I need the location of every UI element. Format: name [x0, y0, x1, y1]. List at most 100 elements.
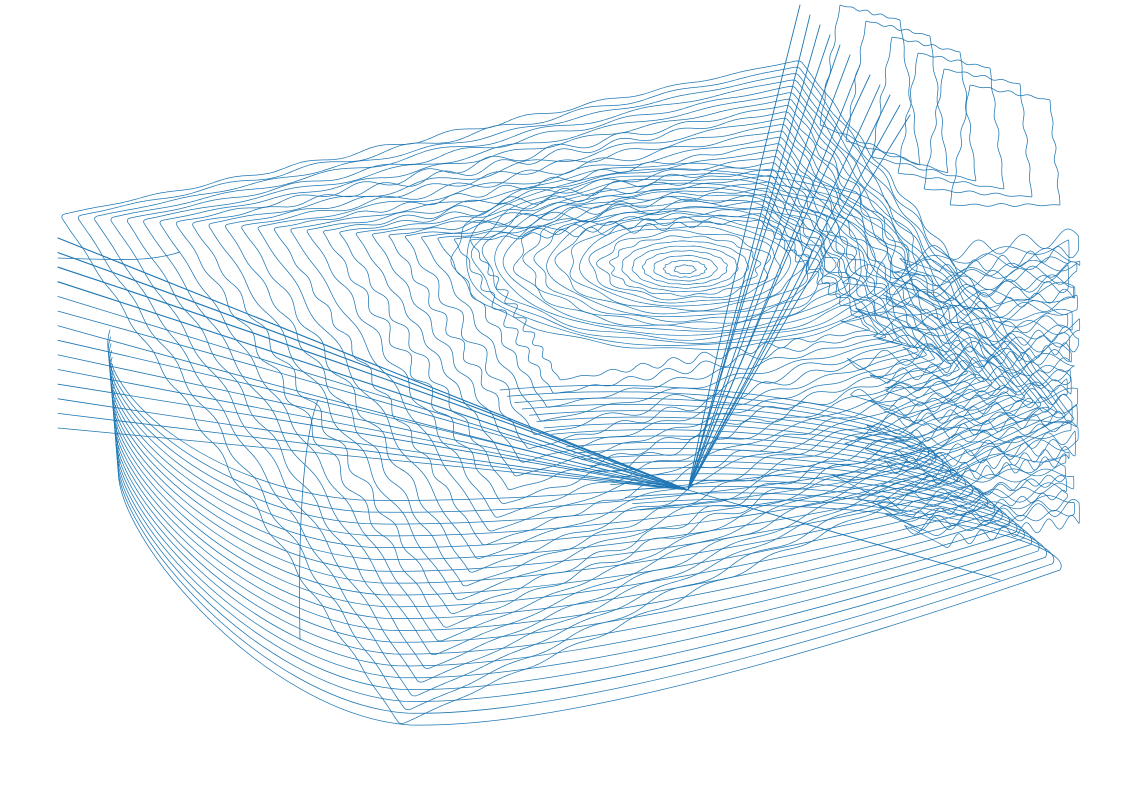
contour-loop [112, 391, 988, 608]
scribble-contour [869, 342, 1072, 391]
contour-loop [110, 370, 966, 572]
vertical-stroke [299, 399, 319, 641]
inner-contour-rings [450, 162, 918, 351]
ray-line [687, 4, 801, 491]
scribble-contour [855, 404, 1078, 450]
contour-loop [116, 445, 1047, 702]
contour-loop [257, 136, 976, 559]
contour-loop [117, 459, 1062, 726]
scribble-contour [846, 332, 1070, 384]
ray-line [687, 14, 811, 491]
scribble-contour [873, 300, 1069, 348]
contour-loop [116, 439, 1040, 690]
contour-loop [290, 149, 960, 532]
contour-loop [115, 432, 1033, 679]
inner-ring [546, 207, 824, 318]
ray-line [57, 266, 689, 491]
ray-line [687, 94, 891, 491]
contour-loop [108, 336, 929, 513]
scribble-contour [850, 369, 1072, 416]
ray-line [687, 54, 851, 491]
inner-ring [588, 225, 782, 304]
upper-right-loop [871, 36, 977, 182]
contour-loop [192, 111, 1009, 614]
contour-loop [110, 79, 1050, 683]
scribble-contour [868, 378, 1068, 424]
inner-ring [533, 200, 837, 323]
contour-loop [159, 98, 1025, 642]
scribble-contour [844, 419, 1072, 456]
inner-ring [554, 210, 812, 315]
contour-loop [107, 329, 922, 501]
ray-line [57, 383, 689, 491]
upper-right-loop [897, 52, 1005, 190]
inner-ring [470, 173, 896, 344]
scribble-contour [882, 274, 1076, 320]
contour-loop [372, 181, 919, 463]
contour-loop [113, 404, 1003, 631]
ray-line [57, 310, 689, 491]
scribble-contour [840, 294, 1078, 336]
inner-ring [609, 235, 762, 297]
left-stroke [57, 251, 181, 261]
ray-line [57, 339, 689, 491]
stray-strokes [57, 251, 1001, 641]
ray-line [687, 84, 881, 491]
scribble-contour [885, 495, 1075, 536]
contour-loop [77, 66, 1066, 710]
contour-loop [114, 411, 1011, 643]
inner-ring [621, 240, 750, 293]
inner-ring [662, 259, 708, 278]
contour-loop [355, 175, 927, 477]
inner-ring [641, 250, 728, 286]
scribble-contour [900, 264, 1069, 311]
diagonal-stroke [687, 489, 1001, 581]
scribble-contour [866, 394, 1073, 443]
upper-right-loop [923, 68, 1033, 198]
contour-loop [114, 418, 1018, 655]
outer-contour-loops [61, 60, 1074, 726]
inner-ring [494, 182, 876, 336]
inner-ring [579, 221, 791, 307]
contour-loop [388, 187, 911, 449]
contour-loop [110, 363, 959, 560]
upper-ray-bundle [687, 4, 911, 491]
contour-loop [225, 124, 993, 587]
scribble-contour [884, 439, 1070, 486]
inner-ring [512, 191, 858, 330]
scribble-contour [894, 318, 1081, 364]
ray-line [687, 104, 901, 491]
contour-loop [126, 85, 1042, 669]
scribble-contour [877, 308, 1073, 352]
ray-line [57, 281, 689, 491]
scribble-contour [842, 247, 1081, 296]
inner-ring [596, 229, 772, 301]
scribble-contour [832, 453, 1067, 495]
ray-line [57, 398, 689, 491]
ray-line [687, 74, 871, 491]
ray-line [687, 44, 841, 491]
scribble-contour [890, 259, 1078, 302]
contour-loop [113, 398, 996, 619]
ray-line [57, 252, 689, 491]
contour-loop [404, 194, 903, 435]
upper-right-loop [949, 84, 1061, 207]
scribble-contour [884, 353, 1075, 398]
contour-loop [112, 384, 981, 596]
inner-ring [481, 178, 889, 341]
inner-ring [466, 168, 909, 346]
ray-line [687, 114, 911, 491]
ray-line [57, 237, 689, 491]
ray-line [687, 34, 831, 491]
inner-ring [653, 255, 718, 282]
inner-ring [450, 162, 918, 351]
scribble-contour [865, 420, 1079, 470]
ray-line [57, 369, 689, 491]
contour-loop [453, 213, 878, 394]
contour-loop [109, 350, 944, 537]
contour-loop [109, 356, 952, 549]
scribble-contour [856, 468, 1075, 512]
scribble-contour [899, 228, 1079, 276]
inner-ring [502, 187, 862, 332]
